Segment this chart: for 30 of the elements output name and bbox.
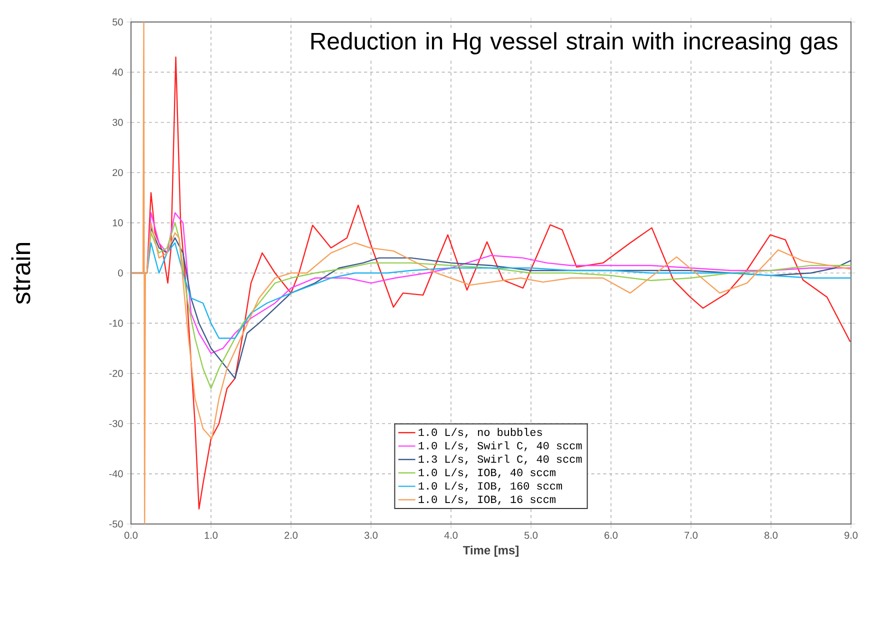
y-tick-label: 40	[112, 68, 123, 76]
legend-label: 1.0 L/s, IOB, 160 sccm	[418, 482, 562, 492]
chart-title: Reduction in Hg vessel strain with increasing gas	[311, 32, 838, 54]
x-tick-label: 1.0	[204, 532, 218, 539]
y-tick-label: 30	[112, 118, 123, 126]
y-tick-label: 10	[112, 219, 123, 226]
x-tick-label: 2.0	[284, 532, 298, 539]
x-tick-label: 9.0	[844, 532, 858, 539]
legend-label: 1.0 L/s, IOB, 40 sccm	[418, 468, 556, 478]
x-tick-label: 5.0	[524, 532, 538, 539]
x-tick-label: 7.0	[684, 532, 698, 539]
x-tick-label: 8.0	[764, 532, 778, 539]
y-tick-label: -40	[109, 470, 123, 478]
y-tick-label: 0	[118, 269, 123, 277]
legend-label: 1.0 L/s, Swirl C, 40 sccm	[418, 441, 582, 452]
x-tick-label: 6.0	[604, 532, 618, 539]
x-tick-label: 3.0	[364, 532, 378, 539]
y-tick-label: -50	[109, 520, 123, 528]
y-tick-label: 20	[112, 169, 123, 176]
y-tick-label: -30	[109, 420, 123, 428]
y-tick-label: -10	[109, 320, 123, 327]
x-axis-title: Time [ms]	[463, 546, 518, 557]
y-axis-title: strain	[11, 243, 30, 304]
y-tick-label: 50	[112, 18, 123, 26]
legend-label: 1.0 L/s, no bubbles	[418, 428, 542, 438]
legend-label: 1.0 L/s, IOB, 16 sccm	[418, 495, 556, 505]
legend-label: 1.3 L/s, Swirl C, 40 sccm	[418, 454, 582, 465]
x-tick-label: 4.0	[444, 532, 458, 539]
y-tick-label: -20	[109, 370, 123, 377]
x-tick-label: 0.0	[124, 532, 138, 539]
